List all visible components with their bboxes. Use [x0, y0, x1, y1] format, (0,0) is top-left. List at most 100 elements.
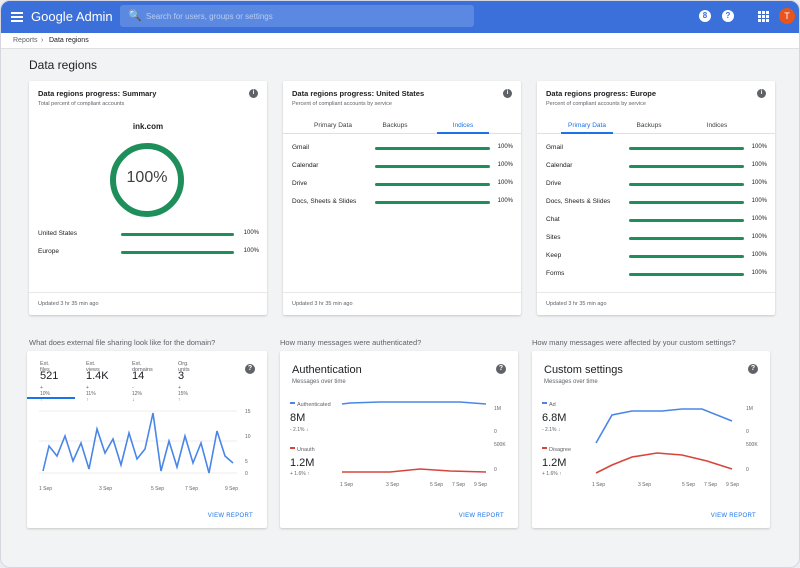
breadcrumb-current: Data regions — [49, 37, 89, 44]
row-percent: 100% — [751, 180, 767, 186]
y-tick: 10 — [245, 434, 251, 440]
y-tick: 1M — [746, 406, 753, 412]
top-series-value: 8M — [290, 412, 305, 424]
menu-icon[interactable] — [11, 10, 23, 24]
tab-indices[interactable]: Indices — [706, 122, 728, 129]
row-percent: 100% — [751, 144, 767, 150]
row-label: Docs, Sheets & Slides — [292, 198, 357, 205]
breadcrumb-reports-link[interactable]: Reports — [13, 37, 38, 44]
help-icon[interactable]: ? — [496, 364, 506, 374]
active-tab-underline — [561, 132, 613, 134]
card-subtitle: Percent of compliant accounts by service — [546, 101, 646, 107]
row-label: Docs, Sheets & Slides — [546, 198, 611, 205]
row-label: Calendar — [546, 162, 573, 169]
metric-label: Ext. views — [86, 361, 100, 373]
active-metric-underline — [27, 397, 75, 399]
top-app-bar: Google Admin 🔍 8 ? T — [1, 1, 799, 33]
row-percent: 100% — [497, 162, 513, 168]
progress-bar — [629, 255, 744, 258]
apps-badge-icon[interactable]: 8 — [699, 10, 711, 22]
brand-title[interactable]: Google Admin — [31, 9, 113, 24]
help-icon[interactable]: ? — [748, 364, 758, 374]
row-percent: 100% — [497, 144, 513, 150]
chart-subtitle: Messages over time — [544, 379, 598, 385]
europe-card: Data regions progress: Europe Percent of… — [537, 81, 775, 315]
row-percent: 100% — [751, 252, 767, 258]
top-series-label: Ad — [549, 402, 556, 408]
row-label: Europe — [38, 248, 59, 255]
view-report-button[interactable]: VIEW REPORT — [458, 513, 504, 519]
page-title: Data regions — [29, 58, 98, 72]
bottom-series-value: 1.2M — [542, 457, 566, 469]
divider — [29, 292, 267, 293]
sharing-chart: 15 10 5 0 1 Sep 3 Sep 5 Sep 7 Sep 9 Sep — [39, 409, 251, 492]
breadcrumb-separator: › — [41, 37, 44, 44]
row-percent: 100% — [497, 180, 513, 186]
top-series-change: - 2.1% ↓ — [542, 427, 560, 433]
tab-indices[interactable]: Indices — [452, 122, 474, 129]
progress-bar — [629, 201, 744, 204]
chart-title: Custom settings — [544, 364, 623, 376]
progress-row: Sites 100% — [537, 234, 775, 244]
y-tick: 15 — [245, 409, 251, 415]
us-card: Data regions progress: United States Per… — [283, 81, 521, 315]
x-tick: 3 Sep — [386, 482, 399, 488]
progress-bar — [121, 233, 234, 236]
legend-swatch — [542, 447, 547, 449]
progress-bar — [629, 237, 744, 240]
row-percent: 100% — [751, 234, 767, 240]
y-tick: 0 — [746, 467, 749, 473]
y-tick: 500K — [746, 442, 758, 448]
tab-primary-data[interactable]: Primary Data — [314, 122, 352, 129]
compliance-ring — [110, 143, 184, 217]
x-tick: 1 Sep — [340, 482, 353, 488]
top-series-line — [341, 401, 487, 405]
progress-row: Drive 100% — [537, 180, 775, 190]
row-percent: 100% — [751, 216, 767, 222]
progress-row: Gmail 100% — [537, 144, 775, 154]
metric-value: 521 — [40, 370, 59, 382]
row-label: Drive — [292, 180, 308, 187]
updated-text: Updated 3 hr 35 min ago — [292, 301, 353, 307]
x-tick: 9 Sep — [726, 482, 739, 488]
progress-row: United States 100% — [29, 230, 267, 240]
progress-row: Europe 100% — [29, 248, 267, 258]
info-icon[interactable]: i — [503, 89, 512, 98]
app-launcher-icon[interactable] — [758, 11, 769, 22]
row-percent: 100% — [243, 248, 259, 254]
info-icon[interactable]: i — [757, 89, 766, 98]
view-report-button[interactable]: VIEW REPORT — [207, 513, 253, 519]
progress-row: Calendar 100% — [537, 162, 775, 172]
divider — [537, 292, 775, 293]
x-tick: 5 Sep — [151, 486, 164, 492]
avatar[interactable]: T — [779, 8, 795, 24]
info-icon[interactable]: i — [249, 89, 258, 98]
metric-value: 1.4K — [86, 370, 109, 382]
tab-backups[interactable]: Backups — [382, 122, 408, 129]
x-tick: 7 Sep — [704, 482, 717, 488]
progress-bar — [629, 165, 744, 168]
question-sharing: What does external file sharing look lik… — [29, 338, 216, 347]
row-label: Keep — [546, 252, 562, 259]
top-series-change: - 2.1% ↓ — [290, 427, 308, 433]
search-input[interactable] — [146, 9, 466, 23]
help-icon[interactable]: ? — [722, 10, 734, 22]
metric-change: - 12% ↓ — [132, 385, 143, 403]
card-title: Data regions progress: United States — [292, 89, 425, 98]
x-tick: 3 Sep — [638, 482, 651, 488]
view-report-button[interactable]: VIEW REPORT — [710, 513, 756, 519]
row-label: Forms — [546, 270, 565, 277]
ring-value: 100% — [126, 169, 168, 186]
tab-backups[interactable]: Backups — [636, 122, 662, 129]
chart-subtitle: Messages over time — [292, 379, 346, 385]
help-icon[interactable]: ? — [245, 364, 255, 374]
search-box[interactable]: 🔍 — [120, 5, 474, 27]
legend-swatch — [290, 402, 295, 404]
search-icon: 🔍 — [128, 10, 142, 22]
tab-primary-data[interactable]: Primary Data — [568, 122, 606, 129]
x-tick: 5 Sep — [430, 482, 443, 488]
row-percent: 100% — [497, 198, 513, 204]
question-auth: How many messages were authenticated? — [280, 338, 422, 347]
metric-label: Ext. files — [40, 361, 50, 373]
